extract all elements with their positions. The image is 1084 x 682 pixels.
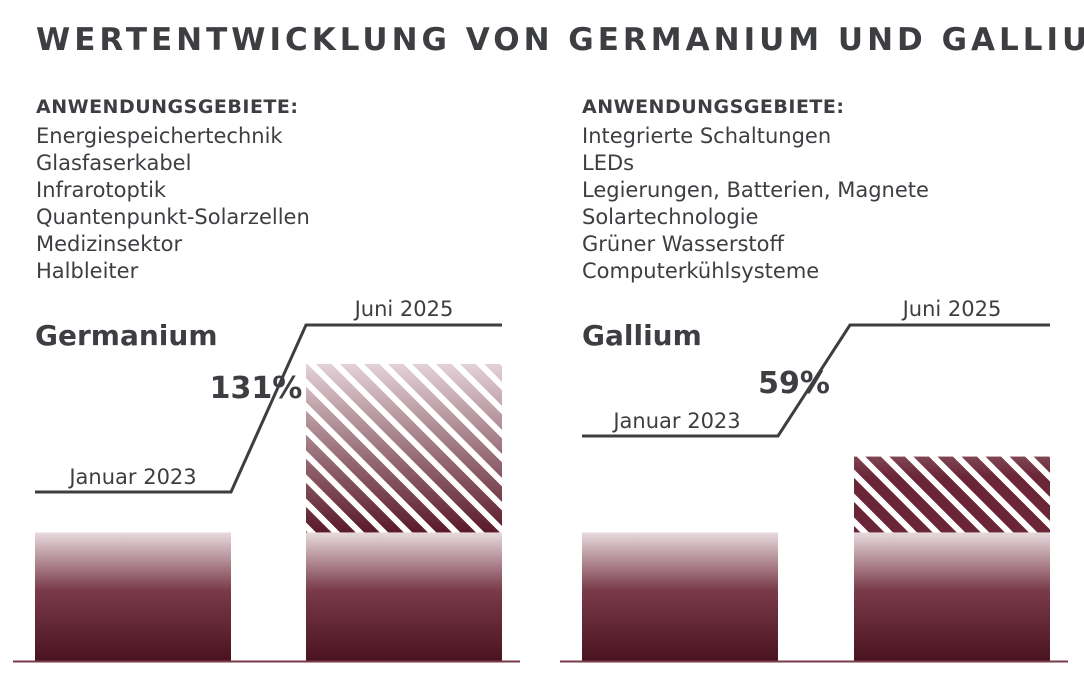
bar-januar-2023 bbox=[582, 532, 778, 661]
list-item: Energiespeichertechnik bbox=[36, 124, 283, 148]
tick-label: Januar 2023 bbox=[67, 465, 196, 489]
chart-title: Gallium bbox=[582, 319, 702, 352]
chart-germanium: Germanium Januar 2023 Juni 2025 131% bbox=[13, 297, 520, 663]
bar-juni-2025-base bbox=[306, 532, 502, 661]
applications-list: Integrierte Schaltungen LEDs Legierungen… bbox=[582, 123, 1002, 285]
increase-label: 131% bbox=[210, 371, 303, 406]
list-item: Computerkühlsysteme bbox=[582, 259, 820, 283]
chart-gallium: Gallium Januar 2023 Juni 2025 59% bbox=[560, 297, 1068, 663]
increase-label: 59% bbox=[758, 366, 830, 401]
list-item: Solartechnologie bbox=[582, 205, 759, 229]
list-item: Halbleiter bbox=[36, 259, 139, 283]
list-item: Infrarotoptik bbox=[36, 178, 167, 202]
tick-label: Juni 2025 bbox=[353, 297, 454, 321]
applications-panel-germanium: ANWENDUNGSGEBIETE: Energiespeichertechni… bbox=[36, 96, 456, 285]
tick-label: Juni 2025 bbox=[901, 297, 1002, 321]
applications-heading: ANWENDUNGSGEBIETE: bbox=[36, 96, 299, 118]
tick-label: Januar 2023 bbox=[611, 409, 740, 433]
applications-list: Energiespeichertechnik Glasfaserkabel In… bbox=[36, 123, 456, 285]
list-item: LEDs bbox=[582, 151, 635, 175]
list-item: Grüner Wasserstoff bbox=[582, 232, 784, 256]
applications-heading: ANWENDUNGSGEBIETE: bbox=[582, 96, 845, 118]
list-item: Quantenpunkt-Solarzellen bbox=[36, 205, 310, 229]
page-title: WERTENTWICKLUNG VON GERMANIUM UND GALLIU… bbox=[36, 22, 1084, 58]
list-item: Integrierte Schaltungen bbox=[582, 124, 832, 148]
list-item: Medizinsektor bbox=[36, 232, 183, 256]
list-item: Legierungen, Batterien, Magnete bbox=[582, 178, 929, 202]
connector-line bbox=[35, 323, 502, 494]
bar-increase-hatched bbox=[854, 456, 1050, 533]
bar-increase-hatched bbox=[306, 364, 502, 533]
applications-panel-gallium: ANWENDUNGSGEBIETE: Integrierte Schaltung… bbox=[582, 96, 1002, 285]
bar-juni-2025-base bbox=[854, 532, 1050, 661]
bar-januar-2023 bbox=[35, 532, 231, 661]
list-item: Glasfaserkabel bbox=[36, 151, 192, 175]
connector-line bbox=[582, 323, 1050, 438]
chart-title: Germanium bbox=[35, 319, 218, 352]
